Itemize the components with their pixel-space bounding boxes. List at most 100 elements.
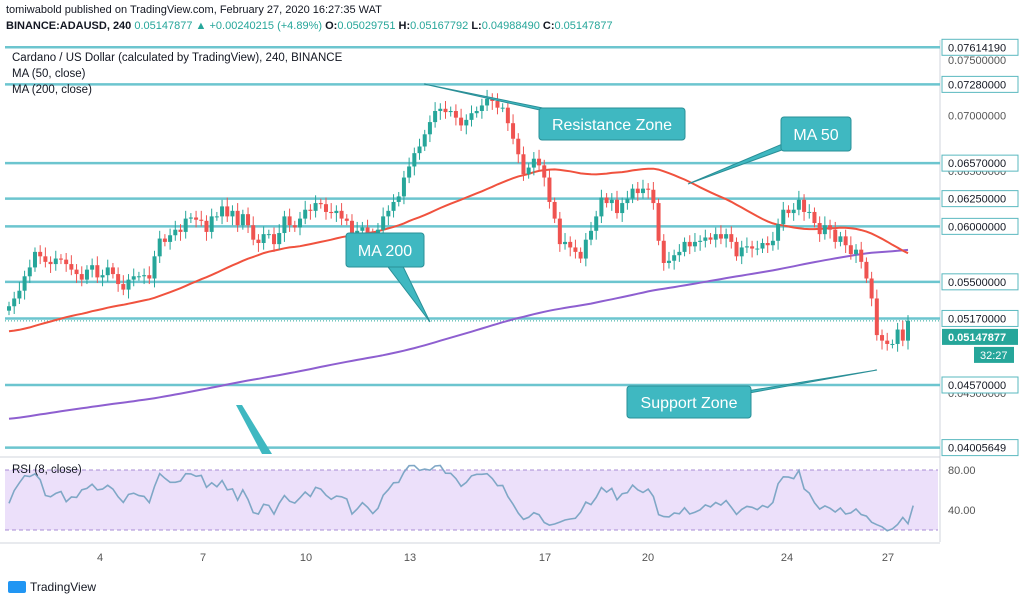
rsi-band bbox=[5, 470, 938, 530]
candle-body bbox=[640, 188, 645, 194]
candle-body bbox=[490, 98, 495, 102]
candle-body bbox=[162, 238, 167, 242]
candle-body bbox=[718, 234, 723, 239]
support-zone-callout-text: Support Zone bbox=[641, 395, 738, 412]
candle-body bbox=[110, 267, 115, 275]
candle-body bbox=[64, 259, 69, 265]
candle-body bbox=[609, 199, 614, 204]
candle-body bbox=[90, 265, 95, 270]
candle-body bbox=[329, 211, 334, 214]
candle-body bbox=[360, 227, 365, 231]
candle-body bbox=[391, 201, 396, 211]
candle-body bbox=[168, 235, 173, 242]
candle-body bbox=[157, 238, 162, 257]
candle-body bbox=[516, 138, 521, 155]
candle-body bbox=[240, 214, 245, 226]
tradingview-logo[interactable]: TradingView bbox=[8, 580, 96, 594]
ohlc-header: BINANCE:ADAUSD, 240 0.05147877 ▲ +0.0024… bbox=[6, 20, 613, 32]
candle-body bbox=[479, 105, 484, 111]
candle-body bbox=[557, 218, 562, 245]
candle-body bbox=[308, 209, 313, 211]
price-axis: 0.075000000.070000000.065000000.05000000… bbox=[941, 38, 1019, 517]
candle-body bbox=[869, 278, 874, 299]
time-tick-label: 24 bbox=[781, 552, 793, 564]
candle-body bbox=[287, 216, 292, 226]
candle-body bbox=[225, 206, 230, 217]
candle-body bbox=[776, 224, 781, 241]
candle-body bbox=[173, 229, 178, 236]
level-price-label: 0.04570000 bbox=[948, 380, 1006, 392]
candle-body bbox=[152, 256, 157, 279]
ma200-path bbox=[8, 248, 909, 420]
level-price-label: 0.07280000 bbox=[948, 79, 1006, 91]
candle-body bbox=[401, 177, 406, 197]
candle-body bbox=[318, 203, 323, 205]
horizontal-levels bbox=[5, 46, 940, 449]
candle-body bbox=[74, 269, 79, 275]
time-tick-label: 13 bbox=[404, 552, 416, 564]
candle-body bbox=[812, 211, 817, 224]
candle-body bbox=[583, 239, 588, 259]
candles bbox=[7, 89, 910, 352]
candle-body bbox=[542, 165, 547, 178]
candle-body bbox=[589, 230, 594, 240]
candle-body bbox=[864, 261, 869, 279]
candle-body bbox=[126, 279, 131, 290]
resistance-zone-callout-box bbox=[538, 107, 686, 141]
rsi-tick-label: 80.00 bbox=[948, 465, 976, 477]
candle-body bbox=[100, 275, 105, 278]
candle-body bbox=[760, 243, 765, 249]
candle-body bbox=[781, 209, 786, 225]
level-price-label: 0.06000000 bbox=[948, 221, 1006, 233]
candle-body bbox=[204, 220, 209, 232]
candle-body bbox=[131, 276, 136, 280]
ma200-legend[interactable]: MA (200, close) bbox=[12, 84, 92, 96]
candle-body bbox=[386, 210, 391, 217]
candle-body bbox=[142, 275, 147, 277]
candle-body bbox=[537, 158, 542, 166]
candle-body bbox=[334, 210, 339, 214]
candle-body bbox=[848, 245, 853, 255]
candle-body bbox=[365, 227, 370, 234]
candle-body bbox=[713, 234, 718, 240]
candle-body bbox=[682, 241, 687, 252]
extra-pointer bbox=[236, 405, 272, 454]
candle-body bbox=[724, 234, 729, 239]
candle-body bbox=[464, 119, 469, 126]
candle-body bbox=[563, 241, 568, 245]
candle-body bbox=[38, 251, 43, 257]
candle-body bbox=[838, 236, 843, 242]
candle-body bbox=[95, 265, 100, 278]
candle-body bbox=[578, 251, 583, 259]
level-price-box bbox=[941, 273, 1019, 291]
level-price-box bbox=[941, 376, 1019, 394]
price-tick-label: 0.07000000 bbox=[948, 110, 1006, 122]
candle-body bbox=[105, 267, 110, 276]
open-label: O: bbox=[325, 20, 338, 32]
candle-body bbox=[453, 110, 458, 118]
candle-body bbox=[854, 249, 859, 255]
candle-body bbox=[890, 343, 895, 345]
close-value: 0.05147877 bbox=[554, 20, 613, 32]
candle-body bbox=[687, 241, 692, 247]
candle-body bbox=[817, 223, 822, 235]
candle-body bbox=[147, 275, 152, 279]
high-label: H: bbox=[398, 20, 411, 32]
support-zone-callout-box bbox=[626, 385, 752, 419]
rsi-legend[interactable]: RSI (8, close) bbox=[12, 464, 82, 476]
candle-body bbox=[739, 247, 744, 257]
ma50-legend[interactable]: MA (50, close) bbox=[12, 68, 86, 80]
candle-body bbox=[261, 234, 266, 244]
candle-body bbox=[230, 210, 235, 217]
candle-body bbox=[874, 298, 879, 336]
candle-body bbox=[27, 267, 32, 277]
candle-body bbox=[692, 241, 697, 247]
candle-body bbox=[32, 251, 37, 268]
candle-body bbox=[614, 199, 619, 214]
candle-body bbox=[474, 110, 479, 114]
candle-body bbox=[282, 216, 287, 234]
candle-body bbox=[599, 197, 604, 217]
last-price-box bbox=[942, 328, 1018, 345]
candle-body bbox=[427, 122, 432, 135]
